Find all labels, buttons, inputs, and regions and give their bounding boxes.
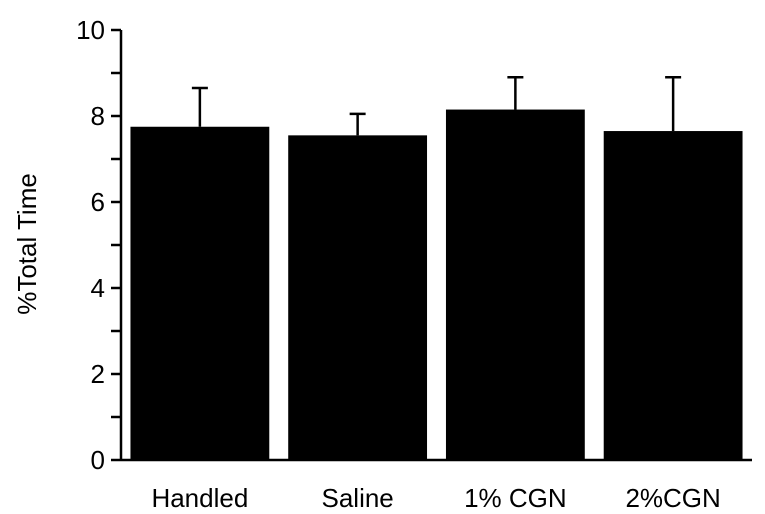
x-tick-label: Saline (321, 483, 393, 513)
x-axis-labels: Handled Saline 1% CGN 2%CGN (151, 483, 720, 513)
bar (288, 135, 428, 460)
x-tick-label: Handled (151, 483, 248, 513)
y-tick-label: 0 (91, 445, 105, 475)
bar (130, 126, 270, 460)
x-tick-label: 1% CGN (464, 483, 567, 513)
y-axis-ticks: 0 2 4 6 8 10 (76, 15, 121, 475)
y-tick-label: 8 (91, 101, 105, 131)
y-tick-label: 4 (91, 273, 105, 303)
y-tick-label: 6 (91, 187, 105, 217)
y-tick-label: 2 (91, 359, 105, 389)
error-bars (191, 76, 682, 136)
y-tick-label: 10 (76, 15, 105, 45)
bar (445, 109, 585, 461)
bars (130, 109, 743, 461)
x-tick-label: 2%CGN (625, 483, 720, 513)
bar (603, 131, 743, 461)
y-axis-title: %Total Time (12, 173, 42, 315)
